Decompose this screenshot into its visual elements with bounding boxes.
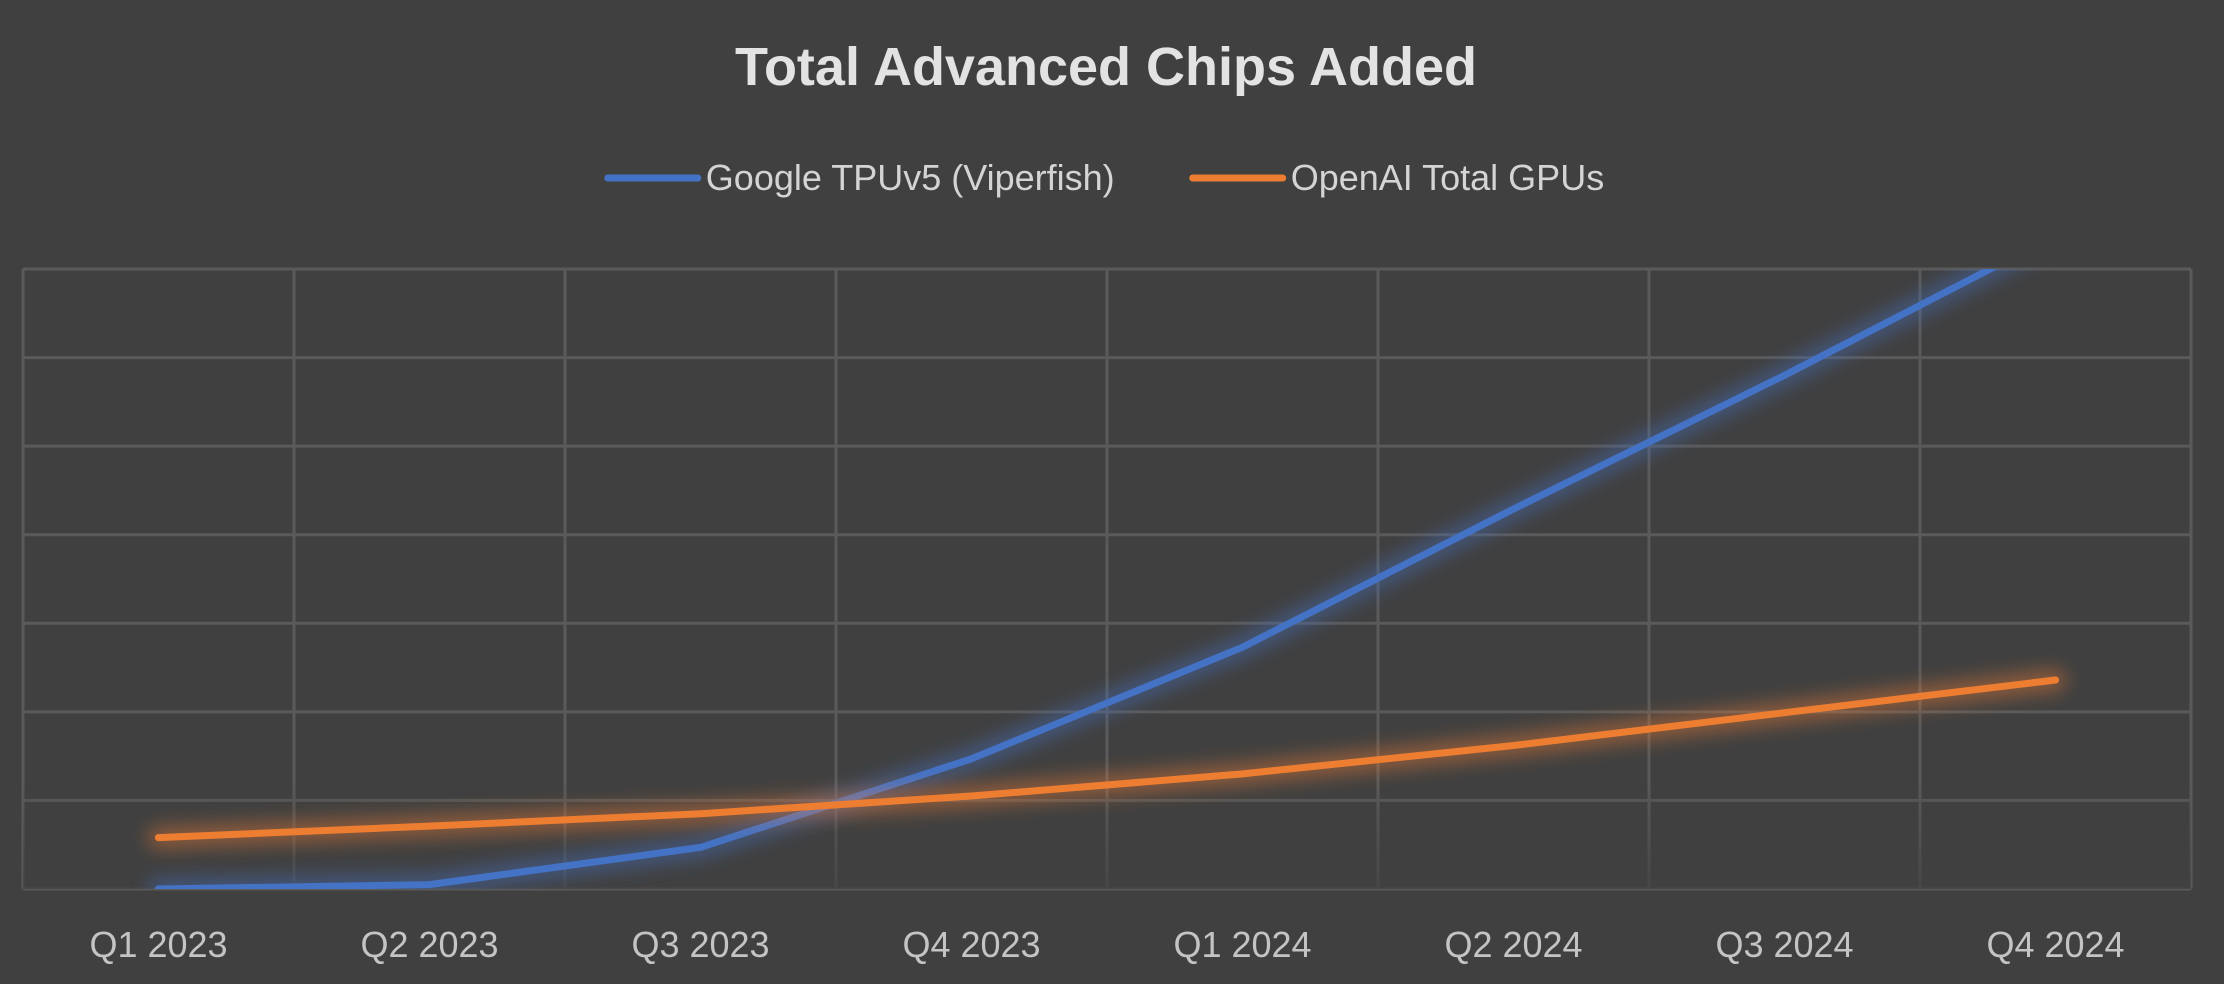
chart-title: Total Advanced Chips Added bbox=[735, 37, 1477, 97]
data-point bbox=[1239, 643, 1246, 651]
x-tick-label: Q1 2023 bbox=[89, 924, 227, 965]
series-2 bbox=[147, 669, 2067, 849]
data-point bbox=[968, 755, 975, 763]
series-layer bbox=[147, 269, 2067, 889]
data-point bbox=[1781, 371, 1788, 379]
data-point bbox=[1239, 770, 1246, 778]
series-1 bbox=[147, 269, 2015, 889]
x-tick-label: Q2 2024 bbox=[1444, 924, 1582, 965]
x-tick-label: Q3 2023 bbox=[631, 924, 769, 965]
data-point bbox=[155, 885, 162, 889]
legend-item-2: OpenAI Total GPUs bbox=[1189, 157, 1605, 198]
legend-item-1: Google TPUv5 (Viperfish) bbox=[604, 157, 1115, 198]
x-tick-label: Q2 2023 bbox=[360, 924, 498, 965]
series-line bbox=[155, 676, 2059, 842]
series-line bbox=[155, 269, 1998, 889]
x-tick-label: Q3 2024 bbox=[1715, 924, 1853, 965]
x-axis-tick-labels: Q1 2023 Q2 2023 Q3 2023 Q4 2023 Q1 2024 Q2 20… bbox=[89, 924, 2124, 965]
x-tick-label: Q1 2024 bbox=[1173, 924, 1311, 965]
data-point bbox=[155, 834, 162, 842]
data-point bbox=[426, 881, 433, 889]
legend: Google TPUv5 (Viperfish) OpenAI Total GPU… bbox=[604, 157, 1605, 198]
data-point bbox=[426, 822, 433, 830]
data-point bbox=[697, 810, 704, 818]
data-point bbox=[1510, 505, 1517, 513]
legend-label: Google TPUv5 (Viperfish) bbox=[706, 157, 1115, 198]
legend-label: OpenAI Total GPUs bbox=[1291, 157, 1605, 198]
data-point bbox=[2052, 676, 2059, 684]
data-point bbox=[697, 843, 704, 851]
x-tick-label: Q4 2023 bbox=[902, 924, 1040, 965]
x-tick-label: Q4 2024 bbox=[1986, 924, 2124, 965]
data-point bbox=[1510, 742, 1517, 750]
data-point bbox=[1781, 709, 1788, 717]
data-point bbox=[968, 792, 975, 800]
